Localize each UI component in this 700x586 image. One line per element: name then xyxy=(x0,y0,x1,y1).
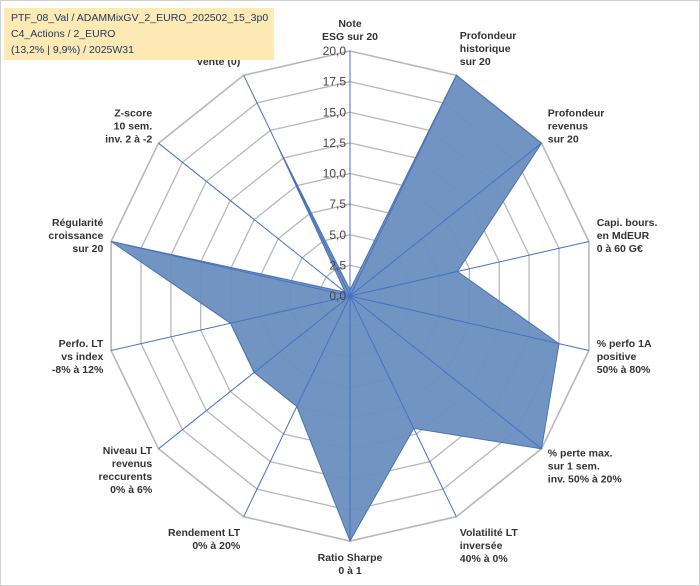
radial-tick-labels: 0,0 2,5 5,0 7,5 10,0 12,5 15,0 17,5 20,0 xyxy=(323,44,347,303)
axis-label-line: historique xyxy=(460,43,511,55)
axis-label-line: sur 20 xyxy=(460,56,491,68)
axis-label-line: % perte max. xyxy=(548,447,613,459)
axis-label-line: reccurents xyxy=(98,471,152,483)
axis-label-line: 0 à 1 xyxy=(338,565,362,577)
axis-label-line: sur 20 xyxy=(548,134,579,146)
axis-label-line: Note xyxy=(338,18,361,30)
axis-spoke xyxy=(349,75,457,297)
tick-label: 5,0 xyxy=(329,228,346,242)
axis-label-line: Ratio Sharpe xyxy=(318,552,383,564)
portfolio-info-box: PTF_08_Val / ADAMMixGV_2_EURO_202502_15_… xyxy=(4,8,274,60)
axis-label: Rendement LT0% à 20% xyxy=(168,527,241,552)
axis-label-line: Profondeur xyxy=(548,108,605,120)
axis-spoke xyxy=(349,295,542,450)
axis-spoke xyxy=(349,142,542,297)
axis-spoke xyxy=(158,142,351,297)
axis-spoke xyxy=(349,295,457,517)
axis-label-line: 10 sem. xyxy=(114,121,153,133)
axis-label-line: positive xyxy=(597,351,637,363)
radar-spokes xyxy=(110,51,590,541)
axis-label-line: Régularité xyxy=(52,217,104,229)
axis-label-line: Niveau LT xyxy=(103,445,153,457)
axis-label-line: sur 20 xyxy=(72,243,103,255)
portfolio-category: C4_Actions / 2_EURO xyxy=(11,28,116,40)
axis-label-line: vs index xyxy=(61,351,103,363)
axis-spoke xyxy=(243,295,351,517)
axis-label-line: Volatilité LT xyxy=(460,527,519,539)
axis-label-line: en MdEUR xyxy=(597,230,650,242)
tick-label: 0,0 xyxy=(329,289,346,303)
axis-label-line: Profondeur xyxy=(460,30,517,42)
tick-label: 10,0 xyxy=(323,167,347,181)
axis-spoke xyxy=(349,295,590,351)
axis-label-line: inv. 2 à -2 xyxy=(105,134,152,146)
axis-label-line: croissance xyxy=(48,230,103,242)
axis-label-line: % perfo 1A xyxy=(597,338,652,350)
axis-label-line: -8% à 12% xyxy=(52,364,104,376)
axis-spoke xyxy=(349,241,590,297)
axis-label-line: ESG sur 20 xyxy=(322,31,378,43)
portfolio-stats: (13,2% | 9,9%) / 2025W31 xyxy=(11,44,134,56)
tick-label: 2,5 xyxy=(329,258,346,272)
axis-label-line: Capi. bours. xyxy=(597,217,658,229)
axis-label-line: Perfo. LT xyxy=(59,338,104,350)
tick-label: 12,5 xyxy=(323,136,347,150)
axis-label-line: 40% à 0% xyxy=(460,553,509,565)
axis-spoke xyxy=(243,75,351,297)
tick-label: 15,0 xyxy=(323,105,347,119)
axis-label-line: Rendement LT xyxy=(168,527,241,539)
axis-label-line: 0 à 60 G€ xyxy=(597,243,643,255)
axis-spoke xyxy=(158,295,351,450)
axis-label-line: revenus xyxy=(548,121,588,133)
axis-label-line: Z-score xyxy=(114,108,152,120)
tick-label: 7,5 xyxy=(329,197,346,211)
axis-label-line: inversée xyxy=(460,540,503,552)
axis-spoke xyxy=(110,241,351,297)
axis-label-line: sur 1 sem. xyxy=(548,460,600,472)
axis-label-line: revenus xyxy=(112,458,152,470)
axis-label-line: 50% à 80% xyxy=(597,364,651,376)
axis-label-line: 0% à 6% xyxy=(110,484,153,496)
tick-label: 17,5 xyxy=(323,75,347,89)
tick-label: 20,0 xyxy=(323,44,347,58)
portfolio-name: PTF_08_Val / ADAMMixGV_2_EURO_202502_15_… xyxy=(11,12,269,24)
axis-label-line: 0% à 20% xyxy=(192,540,241,552)
axis-label-line: inv. 50% à 20% xyxy=(548,473,623,485)
axis-label: % perte max.sur 1 sem.inv. 50% à 20% xyxy=(548,447,623,485)
axis-spoke xyxy=(110,295,351,351)
